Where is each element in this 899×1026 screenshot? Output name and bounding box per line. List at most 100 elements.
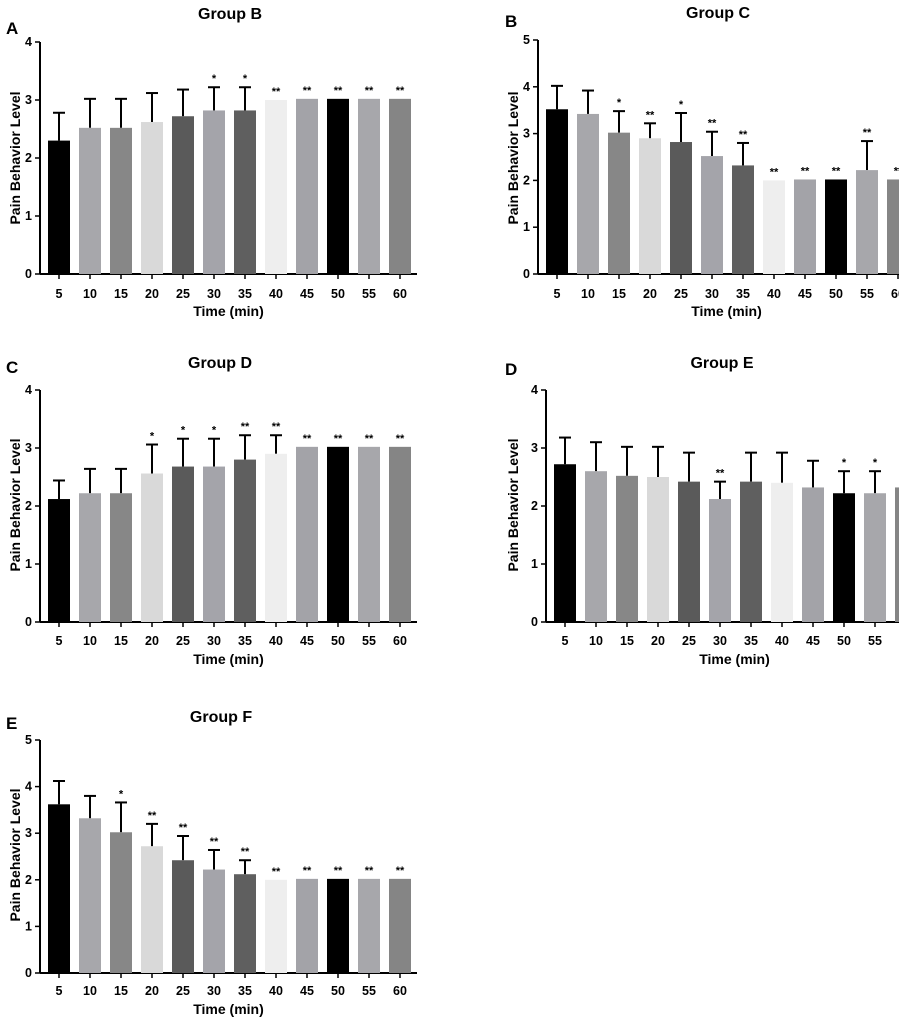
significance-label: * <box>212 73 217 85</box>
x-tick-label: 5 <box>562 634 569 648</box>
bar <box>79 818 101 973</box>
x-tick-label: 25 <box>674 287 688 301</box>
bar <box>616 475 638 622</box>
significance-label: ** <box>303 865 312 877</box>
significance-label: ** <box>646 109 655 121</box>
y-tick-label: 3 <box>531 441 538 455</box>
y-tick-label: 1 <box>25 209 32 223</box>
significance-label: * <box>617 97 622 109</box>
bar <box>763 180 785 274</box>
bar <box>639 138 661 274</box>
y-tick-label: 2 <box>523 173 530 187</box>
x-tick-label: 25 <box>176 634 190 648</box>
bar <box>887 179 899 274</box>
x-tick-label: 5 <box>56 984 63 998</box>
significance-label: ** <box>334 85 343 97</box>
x-tick-label: 45 <box>300 634 314 648</box>
chart-title: Group B <box>198 6 262 23</box>
significance-label: ** <box>716 468 725 480</box>
x-tick-label: 50 <box>331 984 345 998</box>
significance-label: ** <box>272 421 281 433</box>
x-axis-title: Time (min) <box>699 651 770 667</box>
x-tick-label: 10 <box>581 287 595 301</box>
significance-label: ** <box>210 836 219 848</box>
significance-label: ** <box>365 433 374 445</box>
x-tick-label: 20 <box>145 287 159 301</box>
bar <box>203 110 225 274</box>
y-tick-label: 4 <box>523 80 530 94</box>
x-tick-label: 25 <box>682 634 696 648</box>
x-tick-label: 35 <box>238 634 252 648</box>
x-tick-label: 40 <box>269 287 283 301</box>
y-tick-label: 1 <box>25 919 32 933</box>
y-tick-label: 4 <box>25 35 32 49</box>
significance-label: ** <box>396 433 405 445</box>
significance-label: ** <box>396 865 405 877</box>
bar <box>554 464 576 622</box>
x-tick-label: 45 <box>300 984 314 998</box>
x-tick-label: 20 <box>145 634 159 648</box>
x-tick-label: 30 <box>207 984 221 998</box>
x-tick-label: 40 <box>767 287 781 301</box>
significance-label: ** <box>863 127 872 139</box>
bar <box>265 100 287 274</box>
bar <box>678 481 700 622</box>
y-tick-label: 4 <box>531 383 538 397</box>
significance-label: ** <box>241 846 250 858</box>
y-tick-label: 2 <box>25 499 32 513</box>
x-tick-label: 40 <box>269 984 283 998</box>
y-tick-label: 0 <box>25 267 32 281</box>
x-tick-label: 45 <box>798 287 812 301</box>
y-axis-title: Pain Behavior Level <box>7 438 23 571</box>
x-tick-label: 60 <box>393 634 407 648</box>
chart-title: Group C <box>686 5 750 22</box>
bar <box>732 165 754 274</box>
bar <box>203 466 225 622</box>
significance-label: * <box>212 425 217 437</box>
bar <box>234 459 256 622</box>
significance-label: ** <box>303 433 312 445</box>
bar <box>740 481 762 622</box>
x-tick-label: 40 <box>775 634 789 648</box>
bar <box>172 860 194 973</box>
significance-label: ** <box>365 85 374 97</box>
panel-letter: D <box>505 360 517 379</box>
bar <box>296 98 318 274</box>
significance-label: ** <box>801 165 810 177</box>
panel-letter: A <box>6 19 18 38</box>
x-tick-label: 30 <box>207 634 221 648</box>
x-tick-label: 60 <box>393 984 407 998</box>
bar <box>577 113 599 274</box>
x-tick-label: 35 <box>736 287 750 301</box>
x-tick-label: 5 <box>56 287 63 301</box>
y-axis-title: Pain Behavior Level <box>7 788 23 921</box>
bar <box>265 879 287 973</box>
bar <box>110 493 132 622</box>
x-tick-label: 55 <box>362 984 376 998</box>
bar <box>833 493 855 622</box>
bar <box>79 493 101 622</box>
bar <box>358 878 380 973</box>
bar <box>48 804 70 973</box>
x-tick-label: 10 <box>589 634 603 648</box>
y-tick-label: 4 <box>25 383 32 397</box>
y-tick-label: 2 <box>25 873 32 887</box>
significance-label: ** <box>770 166 779 178</box>
x-tick-label: 55 <box>362 634 376 648</box>
bar <box>895 487 899 622</box>
significance-label: * <box>150 431 155 443</box>
y-axis-title: Pain Behavior Level <box>505 438 521 571</box>
y-tick-label: 0 <box>25 615 32 629</box>
significance-label: ** <box>739 129 748 141</box>
bar <box>585 471 607 622</box>
x-tick-label: 10 <box>83 984 97 998</box>
bar <box>296 878 318 973</box>
x-tick-label: 50 <box>837 634 851 648</box>
x-tick-label: 40 <box>269 634 283 648</box>
x-tick-label: 35 <box>238 287 252 301</box>
bar <box>701 156 723 274</box>
y-tick-label: 3 <box>25 441 32 455</box>
bar <box>825 179 847 274</box>
x-tick-label: 5 <box>56 634 63 648</box>
bar <box>709 499 731 622</box>
